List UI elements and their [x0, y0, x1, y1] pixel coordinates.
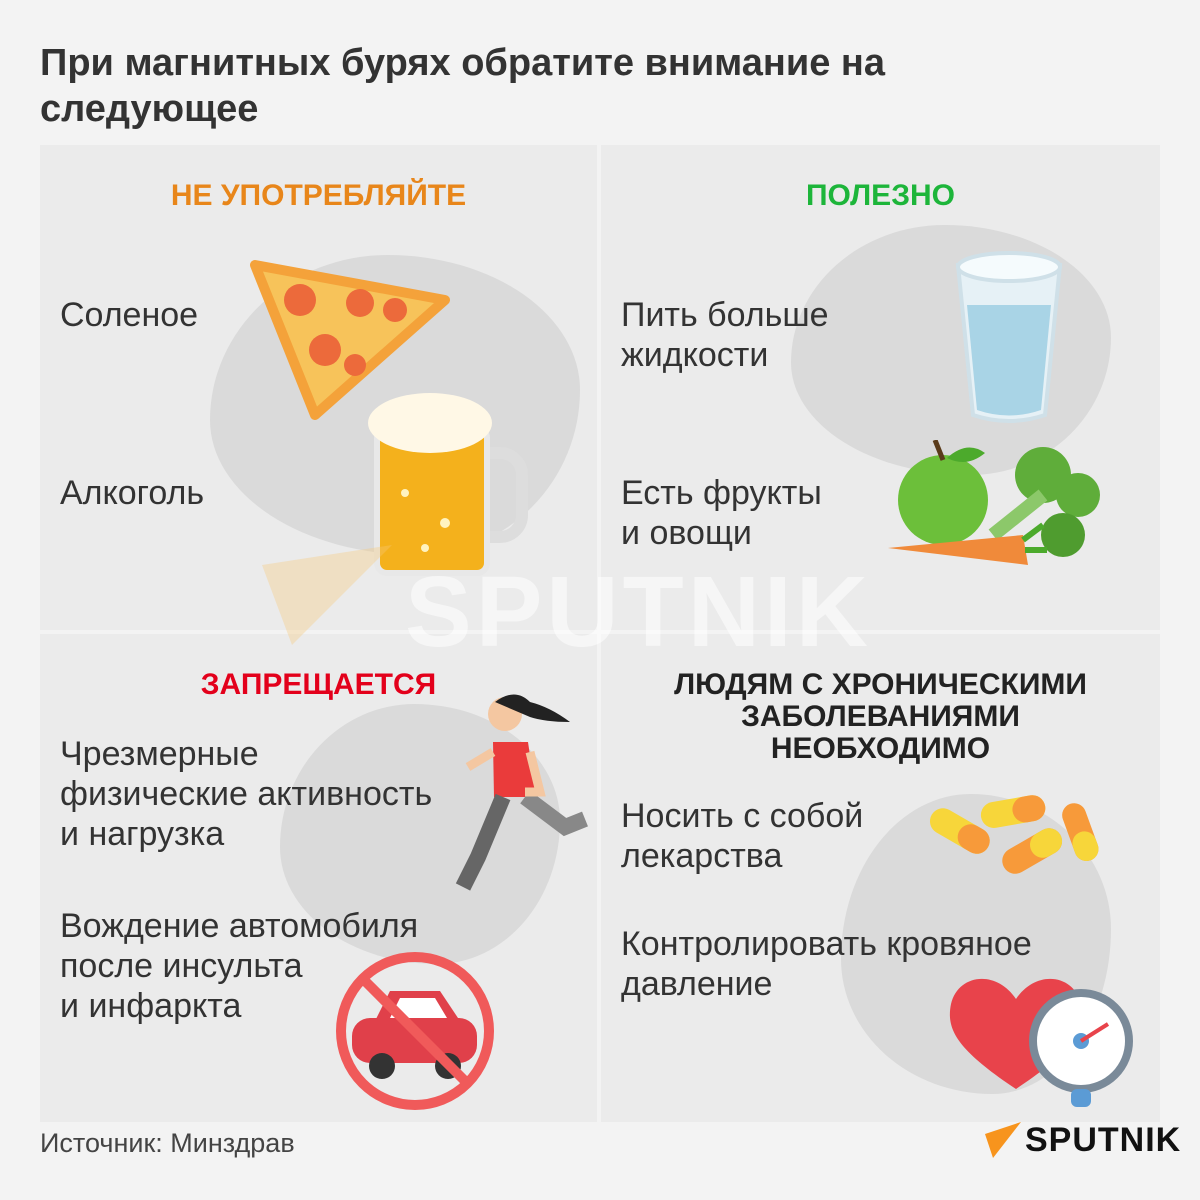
- panel-heading: ПОЛЕЗНО: [805, 179, 955, 212]
- panel-heading: ЛЮДЯМ С ХРОНИЧЕСКИМИ ЗАБОЛЕВАНИЯМИ НЕОБХ…: [674, 668, 1087, 765]
- panel-useful: ПОЛЕЗНО Пить больше жидкости Есть фрукты…: [601, 145, 1160, 630]
- pills-icon: [929, 795, 1099, 874]
- pizza-icon: [250, 260, 450, 420]
- watermark-triangle-icon: [262, 545, 392, 645]
- panel-chronic-diseases: ЛЮДЯМ С ХРОНИЧЕСКИМИ ЗАБОЛЕВАНИЯМИ НЕОБХ…: [601, 634, 1160, 1122]
- sputnik-triangle-icon: [985, 1122, 1021, 1158]
- watermark: SPUTNIK: [405, 556, 872, 668]
- item-carry-medicine: Носить с собой лекарства: [621, 797, 864, 875]
- item-drink-more: Пить больше жидкости: [621, 296, 829, 374]
- beer-icon: [368, 393, 528, 576]
- source-caption: Источник: Минздрав: [40, 1128, 295, 1158]
- runner-icon: [455, 694, 588, 891]
- item-alcohol: Алкоголь: [60, 474, 205, 512]
- panel-prohibited: ЗАПРЕЩАЕТСЯ Чрезмерные физические активн…: [40, 634, 597, 1122]
- vegetables-icon: [888, 440, 1100, 565]
- heart-pressure-icon: [949, 978, 1133, 1107]
- item-physical-activity: Чрезмерные физические активность и нагру…: [60, 735, 433, 853]
- item-blood-pressure: Контролировать кровяное давление: [621, 925, 1032, 1003]
- sputnik-logo: SPUTNIK: [985, 1120, 1181, 1160]
- panel-do-not-consume: НЕ УПОТРЕБЛЯЙТЕ Соленое Алкоголь: [40, 145, 597, 630]
- panel-heading: НЕ УПОТРЕБЛЯЙТЕ: [170, 179, 467, 212]
- page-title: При магнитных бурях обратите внимание на…: [40, 42, 886, 130]
- no-car-icon: [336, 952, 494, 1110]
- item-salty: Соленое: [60, 296, 199, 334]
- water-glass-icon: [955, 251, 1063, 423]
- item-fruits-vegetables: Есть фрукты и овощи: [621, 474, 822, 552]
- logo-text: SPUTNIK: [1025, 1120, 1182, 1159]
- item-driving: Вождение автомобиля после инсульта и инф…: [60, 907, 419, 1025]
- panel-heading: ЗАПРЕЩАЕТСЯ: [200, 668, 437, 701]
